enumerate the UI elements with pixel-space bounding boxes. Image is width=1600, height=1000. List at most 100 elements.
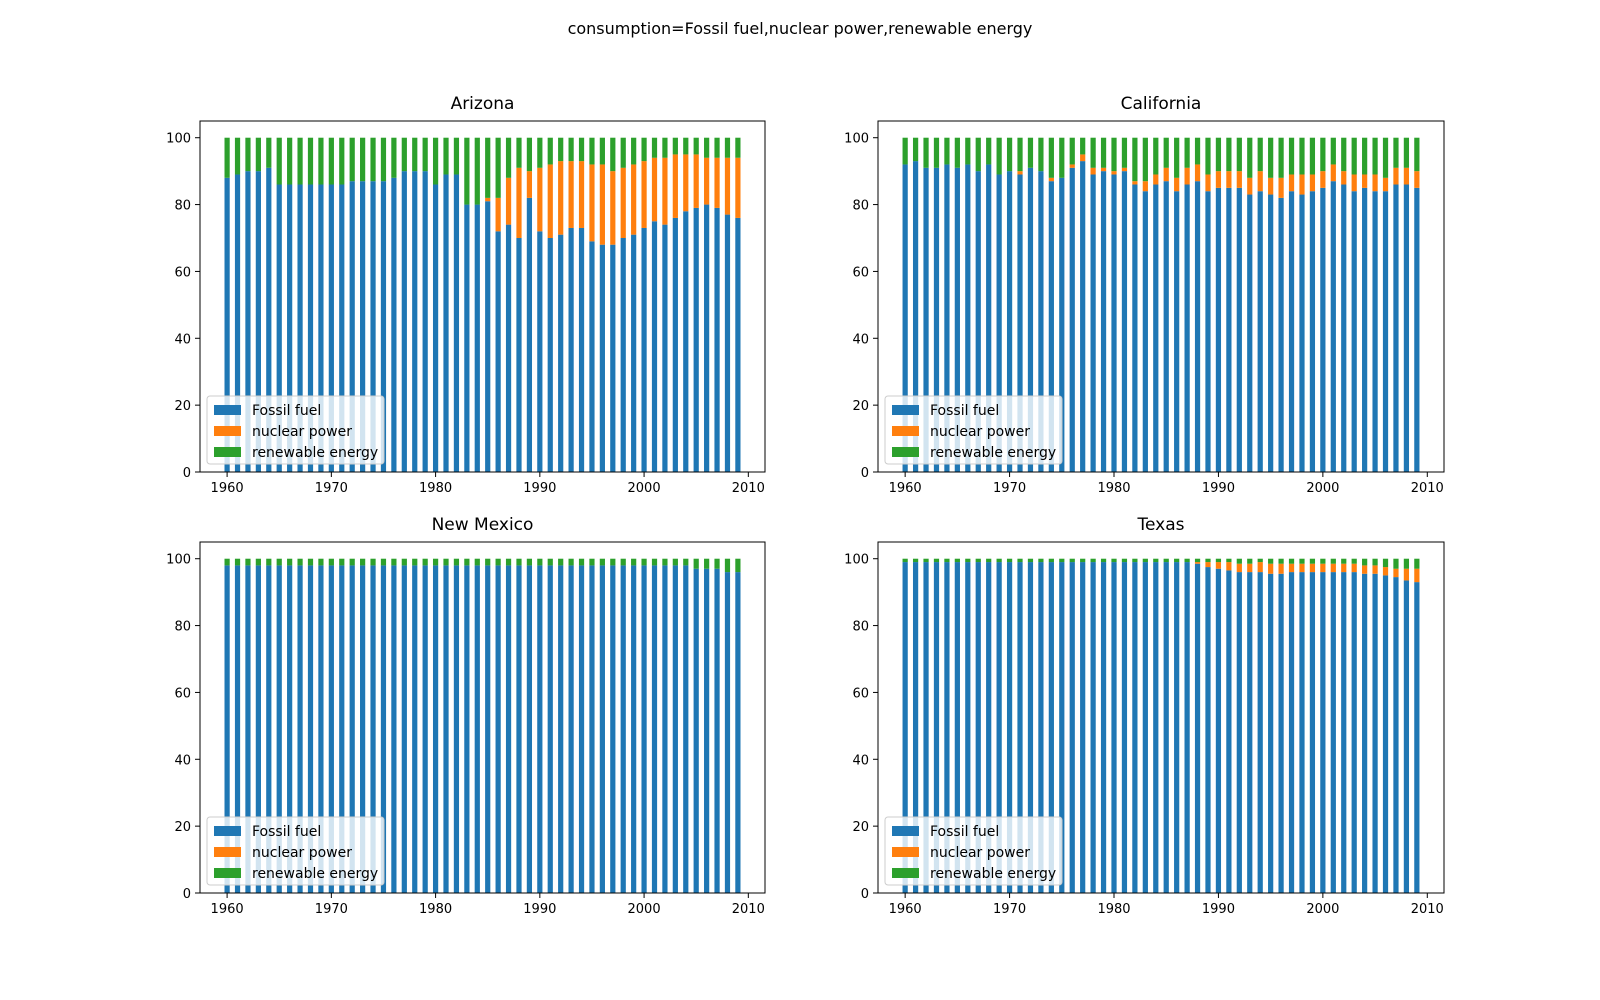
bar-renewable-energy: [1257, 558, 1263, 563]
bar-fossil-fuel: [578, 227, 585, 472]
bar-fossil-fuel: [1215, 187, 1222, 473]
bar-renewable-energy: [631, 558, 637, 566]
bar-fossil-fuel: [526, 197, 533, 472]
x-tick-label: 2000: [628, 902, 661, 917]
bar-renewable-energy: [1393, 137, 1399, 168]
bar-fossil-fuel: [401, 565, 407, 893]
bar-fossil-fuel: [547, 565, 553, 893]
bar-fossil-fuel: [1288, 572, 1295, 893]
bar-nuclear-power: [1080, 154, 1086, 162]
bar-fossil-fuel: [1299, 194, 1305, 473]
x-tick-label: 1960: [889, 481, 922, 496]
bar-renewable-energy: [380, 137, 387, 182]
bar-fossil-fuel: [1069, 562, 1075, 893]
bar-fossil-fuel: [485, 201, 491, 473]
bar-renewable-energy: [266, 558, 272, 566]
bar-fossil-fuel: [672, 217, 678, 472]
bar-fossil-fuel: [1121, 562, 1128, 893]
legend: Fossil fuel nuclear power renewable energy: [884, 816, 1063, 886]
bar-renewable-energy: [485, 137, 491, 198]
legend-swatch-nuclear-power: [214, 847, 241, 857]
subplot-arizona: Arizona 0 20 40 60 80 100 1960 1970 1980 1990 2000 2…: [166, 94, 766, 496]
bar-renewable-energy: [1017, 137, 1023, 172]
x-tick-label: 1980: [419, 481, 452, 496]
bar-fossil-fuel: [1341, 572, 1347, 893]
bar-renewable-energy: [1038, 558, 1044, 563]
legend-swatch-renewable-energy: [892, 868, 919, 878]
bar-nuclear-power: [1048, 177, 1054, 182]
bar-renewable-energy: [1038, 137, 1044, 172]
bar-nuclear-power: [1393, 568, 1399, 578]
bar-nuclear-power: [526, 171, 533, 198]
bar-renewable-energy: [1121, 137, 1128, 168]
bar-renewable-energy: [662, 558, 668, 566]
bar-renewable-energy: [1330, 558, 1336, 564]
bar-nuclear-power: [641, 161, 647, 228]
bar-renewable-energy: [735, 137, 741, 158]
bar-renewable-energy: [599, 137, 605, 165]
bar-fossil-fuel: [328, 184, 334, 472]
bar-renewable-energy: [672, 137, 678, 155]
bar-renewable-energy: [401, 558, 407, 566]
legend-label: renewable energy: [930, 445, 1056, 461]
bar-fossil-fuel: [912, 161, 919, 473]
bar-fossil-fuel: [349, 565, 355, 893]
bar-fossil-fuel: [1257, 572, 1263, 893]
bar-renewable-energy: [933, 137, 940, 168]
bar-nuclear-power: [1236, 171, 1242, 188]
bar-fossil-fuel: [1278, 197, 1284, 472]
bar-renewable-energy: [412, 137, 418, 172]
bar-renewable-energy: [965, 137, 971, 165]
bar-renewable-energy: [986, 558, 992, 563]
bar-renewable-energy: [1236, 558, 1242, 564]
bar-renewable-energy: [683, 558, 689, 566]
bar-fossil-fuel: [255, 565, 261, 893]
bar-nuclear-power: [704, 157, 710, 205]
bar-fossil-fuel: [662, 565, 668, 893]
bar-fossil-fuel: [339, 565, 345, 893]
bar-renewable-energy: [1393, 558, 1399, 569]
bar-fossil-fuel: [1006, 562, 1013, 893]
bar-fossil-fuel: [1226, 187, 1232, 473]
bar-renewable-energy: [724, 137, 731, 158]
y-tick-label: 100: [166, 132, 191, 147]
bar-fossil-fuel: [693, 568, 699, 893]
bar-fossil-fuel: [1236, 572, 1242, 893]
bar-renewable-energy: [328, 137, 334, 185]
bar-fossil-fuel: [568, 565, 574, 893]
bar-renewable-energy: [923, 137, 929, 168]
bar-renewable-energy: [1372, 137, 1378, 175]
bar-renewable-energy: [1090, 137, 1096, 168]
bar-fossil-fuel: [1299, 572, 1305, 893]
bar-fossil-fuel: [965, 164, 971, 472]
bar-fossil-fuel: [599, 244, 605, 472]
bar-nuclear-power: [1320, 563, 1326, 573]
bar-nuclear-power: [1194, 562, 1201, 564]
bar-nuclear-power: [714, 157, 720, 208]
bar-renewable-energy: [641, 137, 647, 162]
bar-fossil-fuel: [568, 227, 574, 472]
bar-renewable-energy: [735, 558, 741, 573]
bar-nuclear-power: [1330, 164, 1336, 182]
bar-nuclear-power: [1299, 563, 1305, 573]
bar-fossil-fuel: [975, 171, 981, 472]
bar-fossil-fuel: [1174, 562, 1180, 893]
y-tick-label: 80: [852, 620, 869, 635]
bar-renewable-energy: [986, 137, 992, 165]
bar-renewable-energy: [432, 137, 439, 185]
bar-fossil-fuel: [443, 174, 449, 473]
bar-fossil-fuel: [975, 562, 981, 893]
legend-swatch-fossil-fuel: [892, 826, 919, 836]
bar-fossil-fuel: [495, 565, 501, 893]
bar-fossil-fuel: [641, 565, 647, 893]
bar-fossil-fuel: [944, 562, 950, 893]
bar-renewable-energy: [1236, 137, 1242, 172]
bar-fossil-fuel: [1038, 562, 1044, 893]
bar-nuclear-power: [693, 154, 699, 208]
bar-renewable-energy: [464, 558, 470, 566]
bar-renewable-energy: [464, 137, 470, 205]
bar-renewable-energy: [1362, 558, 1368, 566]
axes-frame: [877, 120, 1445, 473]
bar-fossil-fuel: [412, 565, 418, 893]
